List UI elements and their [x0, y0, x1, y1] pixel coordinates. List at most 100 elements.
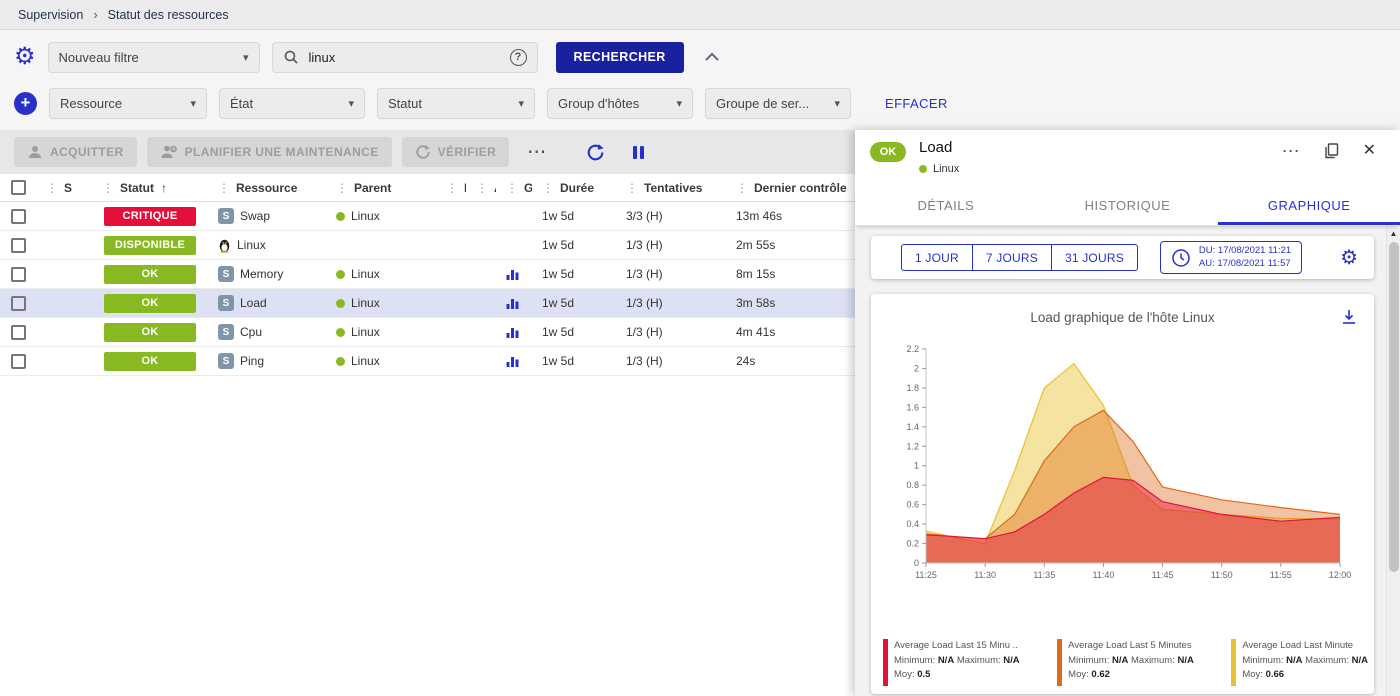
- legend-item-0[interactable]: Average Load Last 15 Minu .. Minimum: N/A…: [883, 639, 1020, 686]
- search-button[interactable]: RECHERCHER: [555, 41, 684, 73]
- resource-name[interactable]: Ping: [240, 354, 265, 368]
- column-label: S: [64, 180, 73, 195]
- legend-average: Moy: 0.5: [894, 669, 931, 681]
- column-drag-icon[interactable]: ⋮: [218, 180, 230, 195]
- tab-details[interactable]: DÉTAILS: [917, 197, 975, 213]
- row-checkbox[interactable]: [10, 237, 26, 253]
- acknowledge-button[interactable]: ACQUITTER: [14, 137, 137, 167]
- panel-more-button[interactable]: ⋯: [1281, 141, 1300, 161]
- load-area-chart[interactable]: 0 0.2 0.4 0.6 0.8 1 1.2 1.4 1.6 1.8 2 2.2 11:25 11:30…: [888, 339, 1358, 591]
- column-header-6[interactable]: ⋮ G: [496, 174, 532, 201]
- legend-color-bar: [883, 639, 888, 686]
- parent-name[interactable]: Linux: [351, 296, 380, 310]
- criteria-resource-select[interactable]: Ressource ▾: [49, 87, 207, 119]
- criteria-status-select[interactable]: Statut ▾: [377, 87, 535, 119]
- collapse-filters-icon[interactable]: [704, 52, 720, 62]
- resource-row-memory[interactable]: OK S Memory Linux 1w 5d 1/3 (H) 8m 15s: [0, 260, 855, 289]
- more-actions-button[interactable]: ⋯: [527, 141, 547, 163]
- column-header-0[interactable]: ⋮ S: [36, 174, 92, 201]
- column-drag-icon[interactable]: ⋮: [446, 180, 458, 195]
- column-drag-icon[interactable]: ⋮: [476, 180, 488, 195]
- pause-refresh-button[interactable]: [633, 145, 644, 159]
- breadcrumb-supervision[interactable]: Supervision: [18, 7, 84, 22]
- graph-settings-gear-icon[interactable]: ⚙: [1340, 246, 1358, 269]
- column-drag-icon[interactable]: ⋮: [736, 180, 748, 195]
- column-header-2[interactable]: ⋮ Ressource: [208, 174, 326, 201]
- column-drag-icon[interactable]: ⋮: [626, 180, 638, 195]
- resource-row-ping[interactable]: OK S Ping Linux 1w 5d 1/3 (H) 24s: [0, 347, 855, 376]
- panel-host-name[interactable]: Linux: [933, 163, 960, 175]
- column-header-4[interactable]: ⋮N: [436, 174, 466, 201]
- filter-settings-gear-icon[interactable]: ⚙: [14, 43, 36, 70]
- close-panel-icon[interactable]: ✕: [1362, 142, 1376, 159]
- saved-filter-select[interactable]: Nouveau filtre ▾: [47, 41, 260, 73]
- resource-row-load[interactable]: OK S Load Linux 1w 5d 1/3 (H) 3m 58s: [0, 289, 855, 318]
- criteria-servicegroup-select[interactable]: Groupe de ser... ▾: [705, 87, 851, 119]
- refresh-icon[interactable]: [586, 143, 605, 162]
- column-header-1[interactable]: ⋮ Statut ↑: [92, 174, 208, 201]
- column-drag-icon[interactable]: ⋮: [506, 180, 518, 195]
- parent-status-dot: [336, 356, 345, 366]
- row-checkbox[interactable]: [10, 266, 26, 282]
- scrollbar-up-icon[interactable]: ▲: [1389, 229, 1398, 238]
- select-all-checkbox[interactable]: [10, 180, 26, 195]
- column-drag-icon[interactable]: ⋮: [102, 180, 114, 195]
- parent-name[interactable]: Linux: [351, 267, 380, 281]
- scrollbar-thumb[interactable]: [1389, 242, 1399, 572]
- criteria-state-select[interactable]: État ▾: [219, 87, 365, 119]
- criteria-servicegroup-label: Groupe de ser...: [716, 95, 810, 111]
- range-1-day-button[interactable]: 1 JOUR: [901, 244, 973, 271]
- resource-row-swap[interactable]: CRITIQUE S Swap Linux 1w 5d 3/3 (H) 13m 46s: [0, 202, 855, 231]
- legend-item-1[interactable]: Average Load Last 5 Minutes Minimum: N/A …: [1057, 639, 1194, 686]
- resource-name[interactable]: Linux: [237, 238, 266, 252]
- parent-status-dot: [336, 211, 345, 221]
- row-checkbox[interactable]: [10, 295, 26, 311]
- column-header-8[interactable]: ⋮ Tentatives: [616, 174, 726, 201]
- column-header-3[interactable]: ⋮ Parent: [326, 174, 436, 201]
- row-checkbox[interactable]: [10, 353, 26, 369]
- tab-graph[interactable]: GRAPHIQUE: [1218, 188, 1400, 225]
- date-range-picker[interactable]: DU: 17/08/2021 11:21 AU: 17/08/2021 11:5…: [1159, 241, 1303, 274]
- column-header-5[interactable]: ⋮A: [466, 174, 496, 201]
- column-header-7[interactable]: ⋮ Durée: [532, 174, 616, 201]
- clear-filters-button[interactable]: EFFACER: [885, 95, 948, 111]
- graph-icon[interactable]: [506, 268, 520, 281]
- resource-name[interactable]: Cpu: [240, 325, 263, 339]
- graph-cell: [496, 202, 532, 230]
- resource-listing: ACQUITTER PLANIFIER UNE MAINTENANCE VÉRI…: [0, 130, 855, 696]
- graph-icon[interactable]: [506, 355, 520, 368]
- add-criteria-button[interactable]: +: [14, 91, 37, 115]
- resource-name[interactable]: Memory: [240, 267, 284, 281]
- breadcrumb-current[interactable]: Statut des ressources: [107, 7, 229, 22]
- row-checkbox[interactable]: [10, 208, 26, 224]
- resource-row-linux[interactable]: DISPONIBLE Linux 1w 5d 1/3 (H) 2m 55s: [0, 231, 855, 260]
- row-checkbox[interactable]: [10, 324, 26, 340]
- graph-icon[interactable]: [506, 326, 520, 339]
- range-31-days-button[interactable]: 31 JOURS: [1050, 244, 1138, 271]
- parent-name[interactable]: Linux: [351, 325, 380, 339]
- tab-history[interactable]: HISTORIQUE: [1084, 197, 1171, 213]
- column-drag-icon[interactable]: ⋮: [46, 180, 58, 195]
- range-7-days-button[interactable]: 7 JOURS: [971, 244, 1052, 271]
- column-drag-icon[interactable]: ⋮: [336, 180, 348, 195]
- resource-name[interactable]: Load: [240, 296, 267, 310]
- resource-name[interactable]: Swap: [240, 209, 271, 223]
- x-tick-label: 12:00: [1328, 570, 1351, 580]
- help-icon[interactable]: ?: [509, 48, 527, 66]
- panel-scrollbar[interactable]: ▲: [1386, 226, 1400, 696]
- duration-cell: 1w 5d: [542, 238, 575, 252]
- export-graph-icon[interactable]: [1340, 308, 1358, 326]
- column-drag-icon[interactable]: ⋮: [542, 180, 554, 195]
- legend-item-2[interactable]: Average Load Last Minute Minimum: N/A Max…: [1231, 639, 1368, 686]
- parent-name[interactable]: Linux: [351, 209, 380, 223]
- criteria-hostgroup-select[interactable]: Group d'hôtes ▾: [547, 87, 693, 119]
- column-header-9[interactable]: ⋮ Dernier contrôle: [726, 174, 855, 201]
- copy-link-icon[interactable]: [1324, 143, 1339, 159]
- graph-cell: [496, 231, 532, 259]
- check-button[interactable]: VÉRIFIER: [401, 137, 510, 167]
- resource-row-cpu[interactable]: OK S Cpu Linux 1w 5d 1/3 (H) 4m 41s: [0, 318, 855, 347]
- graph-icon[interactable]: [506, 297, 520, 310]
- search-input[interactable]: linux ?: [271, 41, 538, 73]
- parent-name[interactable]: Linux: [351, 354, 380, 368]
- maintenance-button[interactable]: PLANIFIER UNE MAINTENANCE: [146, 137, 392, 167]
